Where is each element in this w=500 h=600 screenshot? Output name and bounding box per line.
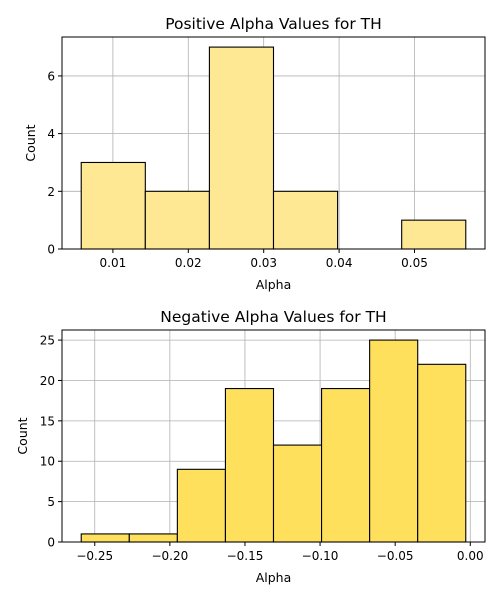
x-axis-label: Alpha [256, 570, 292, 585]
x-tick-label: −0.25 [76, 549, 113, 563]
x-tick-label: −0.15 [227, 549, 264, 563]
x-tick-label: −0.05 [377, 549, 414, 563]
histogram-bar [144, 190, 210, 250]
y-tick-label: 0 [47, 536, 55, 550]
axes-frame [61, 36, 486, 250]
histogram-bar [272, 444, 323, 543]
y-tick-label: 15 [40, 414, 55, 428]
axes-frame [61, 329, 486, 543]
y-axis-label: Count [15, 417, 30, 454]
x-tick-label: 0.05 [401, 256, 428, 270]
x-tick-label: 0.02 [175, 256, 202, 270]
chart-title: Positive Alpha Values for TH [165, 15, 382, 33]
y-tick-label: 20 [40, 374, 55, 388]
histogram-bar [80, 161, 146, 250]
y-tick-label: 25 [40, 334, 55, 348]
histogram-bar [272, 190, 339, 250]
x-tick-label: 0.00 [457, 549, 484, 563]
y-tick-label: 0 [47, 243, 55, 257]
y-tick-label: 10 [40, 455, 55, 469]
histogram-bar [321, 388, 371, 543]
y-tick-label: 4 [47, 127, 55, 141]
y-tick-label: 5 [47, 495, 55, 509]
x-tick-label: −0.20 [151, 549, 188, 563]
histogram-bar [224, 388, 275, 543]
x-tick-label: 0.04 [326, 256, 353, 270]
histogram-bar [208, 46, 275, 250]
chart-title: Negative Alpha Values for TH [160, 308, 386, 326]
histogram-bar [417, 363, 467, 543]
y-tick-label: 6 [47, 69, 55, 83]
histogram-bar [128, 533, 178, 543]
x-tick-label: 0.01 [100, 256, 127, 270]
y-tick-label: 2 [47, 185, 55, 199]
histogram-bar [176, 468, 226, 543]
x-tick-label: −0.10 [302, 549, 339, 563]
x-tick-label: 0.03 [250, 256, 277, 270]
chart-2: −0.25 −0.20 −0.15 −0.10 −0.05 0.00 0 5 10 15 20 25 N… [15, 308, 486, 585]
y-axis-label: Count [23, 124, 38, 161]
histogram-bar [401, 219, 467, 250]
histogram-bar [369, 339, 419, 543]
x-axis-label: Alpha [256, 277, 292, 292]
histogram-bar [80, 533, 130, 543]
chart-1: 0.01 0.02 0.03 0.04 0.05 0 2 4 6 Positive Alpha V… [23, 15, 486, 292]
